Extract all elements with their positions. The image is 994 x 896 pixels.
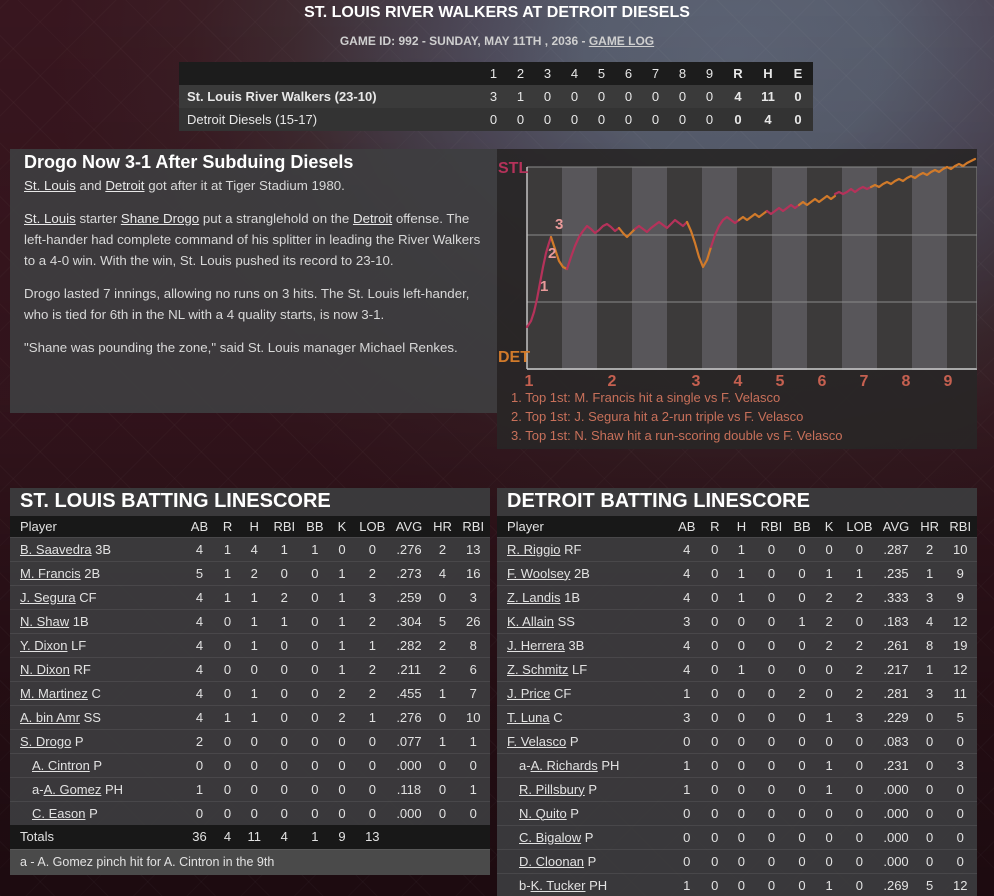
- svg-text:9: 9: [944, 373, 953, 390]
- svg-text:1: 1: [540, 278, 548, 295]
- svg-text:7: 7: [860, 373, 869, 390]
- svg-text:3: 3: [555, 216, 563, 233]
- svg-text:8: 8: [902, 373, 911, 390]
- svg-text:DET: DET: [498, 349, 530, 366]
- svg-text:STL: STL: [498, 160, 528, 177]
- svg-text:2: 2: [548, 245, 556, 262]
